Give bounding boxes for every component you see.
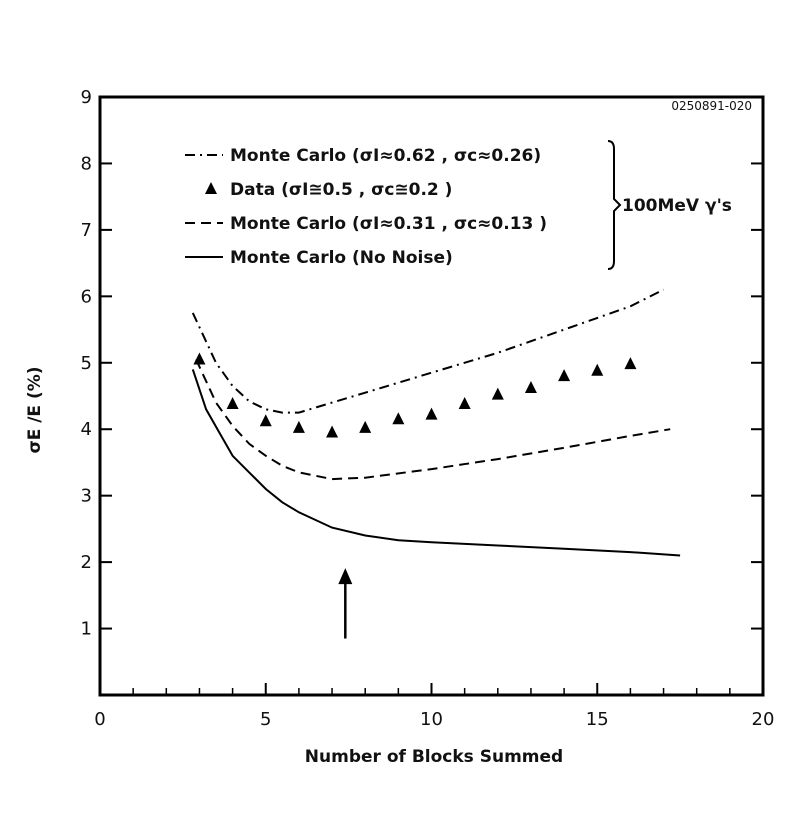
y-tick-label: 1 [81,619,92,640]
data-point-triangle [558,369,571,382]
data-point-triangle [226,396,239,409]
data-point-triangle [292,420,305,433]
x-tick-label: 0 [94,709,105,730]
y-tick-label: 4 [81,419,92,440]
data-point-triangle [624,357,637,370]
y-tick-label: 2 [81,552,92,573]
x-tick-label: 20 [752,709,775,730]
y-tick-label: 3 [81,486,92,507]
y-tick-label: 9 [81,87,92,108]
data-point-triangle [359,420,372,433]
data-point-triangle [193,352,206,365]
legend-label: Monte Carlo (No Noise) [230,248,453,268]
y-tick-label: 5 [81,353,92,374]
legend: Monte Carlo (σI≈0.62 , σc≈0.26) Data (σI≅… [185,140,732,270]
x-tick-label: 10 [420,709,443,730]
legend-triangle-symbol [205,182,217,194]
data-point-triangle [524,381,537,394]
x-tick-label: 15 [586,709,609,730]
arrow-head [338,568,353,585]
legend-label: Data (σI≅0.5 , σc≅0.2 ) [230,180,452,200]
x-tick-label: 5 [260,709,271,730]
legend-bracket-label: 100MeV γ's [622,196,732,216]
series-layer [191,288,681,557]
data-point-triangle [392,412,405,425]
data-point-triangle [326,425,339,438]
series-line-solid [191,369,681,557]
x-axis-title: Number of Blocks Summed [305,747,563,767]
y-tick-label: 8 [81,153,92,174]
legend-bracket [607,140,622,270]
y-tick-label: 6 [81,286,92,307]
annotation-layer [338,568,353,639]
y-axis-title: σE /E (%) [25,366,45,453]
y-tick-label: 7 [81,220,92,241]
data-point-triangle [425,407,438,420]
series-line-dashed [195,359,671,481]
legend-label: Monte Carlo (σI≈0.62 , σc≈0.26) [230,146,541,166]
figure-code: 0250891-020 [671,99,752,113]
data-point-triangle [458,396,471,409]
data-point-triangle [491,387,504,400]
data-point-triangle [259,414,272,427]
x-axis: 0 5 10 15 20 [94,683,774,730]
legend-label: Monte Carlo (σI≈0.31 , σc≈0.13 ) [230,214,547,234]
data-point-triangle [591,363,604,376]
y-axis: 1 2 3 4 5 6 7 8 9 [81,87,763,640]
series-line-dash-dot [191,288,664,414]
